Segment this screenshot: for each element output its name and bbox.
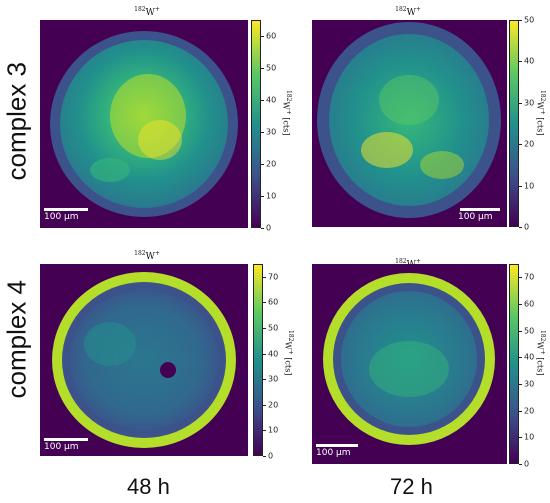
scale-bar-label: 100 μm [44,212,79,222]
scale-bar-label: 100 μm [316,448,351,458]
colorbar-title: 182W+ [cts] [281,90,292,136]
ion-intensity-map [40,264,248,456]
panel-title: 182W+ [134,250,160,262]
colorbar-tick-label: 20 [268,400,279,410]
colorbar-tick-mark [263,404,266,406]
colorbar [251,20,261,228]
colorbar-title: 182W+ [cts] [535,90,546,136]
colorbar [509,20,519,227]
scale-bar-label: 100 μm [44,442,79,452]
scale-bar [460,208,500,211]
colorbar-tick-label: 50 [524,15,535,25]
colorbar-tick-label: 0 [524,459,530,469]
colorbar-tick-mark [519,384,522,385]
colorbar [509,264,519,464]
colorbar-tick-label: 30 [524,98,535,108]
colorbar-tick-label: 30 [268,374,279,384]
colorbar-tick-mark [519,227,522,228]
colorbar-tick-label: 40 [524,352,535,362]
colorbar-title: 182W+ [cts] [535,330,546,376]
colorbar-tick-mark [519,304,522,305]
colorbar-tick-label: 60 [524,299,535,309]
colorbar-tick-mark [519,277,522,279]
colorbar-tick-mark [519,102,522,104]
colorbar-tick-label: 30 [524,379,535,389]
colorbar-tick-mark [263,328,266,329]
colorbar [253,264,263,456]
colorbar-tick-mark [519,357,522,359]
colorbar-tick-label: 70 [268,272,279,282]
column-label-72h: 72 h [390,474,433,499]
colorbar-tick-label: 30 [266,127,277,137]
colorbar-tick-label: 50 [266,63,277,73]
colorbar-tick-label: 60 [268,297,279,307]
colorbar-tick-mark [519,437,522,439]
colorbar-tick-mark [263,379,266,381]
ion-intensity-map [312,264,507,464]
colorbar-tick-mark [261,100,264,101]
scale-bar-label: 100 μm [458,212,493,222]
colorbar-tick-mark [519,144,522,146]
colorbar-tick-mark [519,464,522,465]
ion-intensity-map [312,20,507,227]
colorbar-tick-mark [261,228,264,229]
colorbar-tick-mark [263,302,266,304]
colorbar-tick-mark [519,410,522,412]
colorbar-tick-mark [519,330,522,332]
colorbar-tick-label: 20 [266,159,277,169]
colorbar-tick-mark [263,456,266,457]
row-label-complex-4: complex 4 [1,280,32,399]
scale-bar [44,208,88,211]
colorbar-tick-mark [261,164,264,165]
colorbar-tick-label: 10 [524,181,535,191]
colorbar-tick-mark [261,132,264,133]
colorbar-tick-label: 40 [268,349,279,359]
row-label-complex-3: complex 3 [1,62,32,181]
colorbar-tick-label: 40 [524,56,535,66]
colorbar-tick-mark [519,185,522,187]
colorbar-tick-mark [261,196,264,197]
colorbar-tick-mark [263,353,266,355]
colorbar-tick-label: 50 [268,323,279,333]
colorbar-title: 182W+ [cts] [283,330,294,376]
column-label-48h: 48 h [127,474,170,499]
colorbar-tick-label: 70 [524,272,535,282]
colorbar-tick-mark [261,36,264,37]
colorbar-tick-label: 20 [524,139,535,149]
colorbar-tick-label: 20 [524,406,535,416]
colorbar-tick-label: 0 [268,451,274,461]
panel-title: 182W+ [395,6,421,18]
colorbar-tick-label: 60 [266,31,277,41]
colorbar-tick-mark [263,430,266,432]
colorbar-tick-label: 0 [524,222,530,232]
colorbar-tick-mark [261,68,264,69]
colorbar-tick-label: 10 [268,425,279,435]
panel-title: 182W+ [134,6,160,18]
scale-bar [44,438,88,441]
colorbar-tick-mark [519,61,522,63]
ion-intensity-map [40,20,248,228]
colorbar-tick-label: 40 [266,95,277,105]
scale-bar [316,444,358,447]
colorbar-tick-mark [519,20,522,21]
colorbar-tick-label: 10 [524,432,535,442]
colorbar-tick-label: 0 [266,223,272,233]
colorbar-tick-label: 10 [266,191,277,201]
colorbar-tick-mark [263,276,266,278]
colorbar-tick-label: 50 [524,326,535,336]
